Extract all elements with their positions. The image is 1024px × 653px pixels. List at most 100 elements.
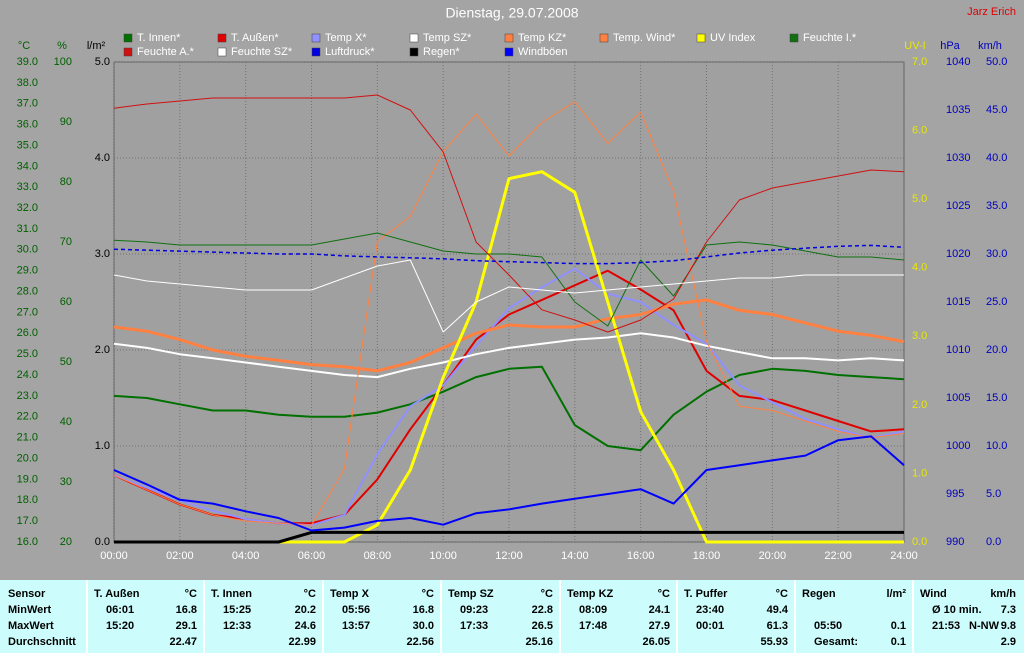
legend-label: UV Index — [710, 32, 756, 44]
cell-text: 15:20 — [106, 620, 135, 632]
series-line — [113, 298, 905, 373]
y-tick-label: 40.0 — [986, 152, 1007, 164]
y-tick-label: 15.0 — [986, 392, 1007, 404]
cell-value: 30.0 — [412, 620, 434, 632]
axis-unit: km/h — [978, 40, 1002, 52]
legend-swatch — [217, 33, 227, 43]
y-tick-label: 34.0 — [17, 160, 38, 172]
cell-text: 17:33 — [460, 620, 489, 632]
column-unit: °C — [421, 588, 434, 600]
column-unit: °C — [540, 588, 553, 600]
cell-text: Ø 10 min. — [932, 604, 982, 616]
x-tick-label: 20:00 — [759, 550, 787, 562]
cell-value: 22.47 — [169, 636, 197, 648]
legend-label: Feuchte A.* — [137, 46, 195, 58]
column-separator — [912, 580, 914, 653]
cell-text: 09:23 — [460, 604, 489, 616]
y-tick-label: 30.0 — [986, 248, 1007, 260]
legend-swatch — [789, 33, 799, 43]
column-header: Temp SZ — [448, 588, 494, 600]
author: Jarz Erich — [967, 6, 1016, 18]
series-line — [113, 267, 905, 527]
legend-label: T. Innen* — [137, 32, 181, 44]
x-tick-label: 24:00 — [890, 550, 918, 562]
y-tick-label: 23.0 — [17, 390, 38, 402]
y-tick-label: 4.0 — [95, 152, 110, 164]
column-header: Temp KZ — [567, 588, 614, 600]
y-tick-label: 1000 — [946, 440, 970, 452]
cell-value: 26.05 — [642, 636, 670, 648]
column-header: Regen — [802, 588, 836, 600]
y-tick-label: 25.0 — [986, 296, 1007, 308]
y-tick-label: 1020 — [946, 248, 970, 260]
y-tick-label: 5.0 — [986, 488, 1001, 500]
y-tick-label: 22.0 — [17, 411, 38, 423]
y-tick-label: 30 — [60, 476, 72, 488]
legend-swatch — [217, 47, 227, 57]
cell-value: 24.6 — [294, 620, 316, 632]
series-line — [113, 232, 905, 327]
column-unit: km/h — [990, 588, 1016, 600]
legend-swatch — [311, 33, 321, 43]
axis-unit: l/m² — [87, 40, 106, 52]
legend-swatch — [504, 47, 514, 57]
legend-label: Temp KZ* — [518, 32, 567, 44]
y-tick-label: 0.0 — [986, 536, 1001, 548]
cell-text: 05:56 — [342, 604, 371, 616]
legend-swatch — [123, 33, 133, 43]
chart-title: Dienstag, 29.07.2008 — [445, 5, 578, 21]
y-tick-label: 4.0 — [912, 262, 927, 274]
y-tick-label: 1015 — [946, 296, 970, 308]
cell-text: 23:40 — [696, 604, 725, 616]
y-tick-label: 26.0 — [17, 327, 38, 339]
y-tick-label: 29.0 — [17, 265, 38, 277]
y-tick-label: 1035 — [946, 104, 970, 116]
y-tick-label: 21.0 — [17, 432, 38, 444]
y-tick-label: 24.0 — [17, 369, 38, 381]
column-header: T. Innen — [211, 588, 252, 600]
y-tick-label: 20.0 — [986, 344, 1007, 356]
cell-value: 61.3 — [766, 620, 788, 632]
y-tick-label: 18.0 — [17, 494, 38, 506]
y-tick-label: 0.0 — [912, 536, 927, 548]
legend-swatch — [409, 47, 419, 57]
axis-unit: hPa — [940, 40, 960, 52]
x-tick-label: 10:00 — [429, 550, 457, 562]
cell-value: 16.8 — [412, 604, 434, 616]
y-tick-label: 7.0 — [912, 56, 927, 68]
stats-table: Sensor MinWert MaxWert Durchschnitt T. Außen… — [0, 580, 1024, 653]
y-tick-label: 45.0 — [986, 104, 1007, 116]
y-tick-label: 6.0 — [912, 124, 927, 136]
y-tick-label: 70 — [60, 236, 72, 248]
legend-swatch — [409, 33, 419, 43]
y-tick-label: 1005 — [946, 392, 970, 404]
column-separator — [794, 580, 796, 653]
column-header: Wind — [920, 588, 947, 600]
cell-value: 24.1 — [648, 604, 670, 616]
column-separator — [559, 580, 561, 653]
cell-text: 00:01 — [696, 620, 725, 632]
y-tick-label: 39.0 — [17, 56, 38, 68]
x-tick-label: 02:00 — [166, 550, 194, 562]
row-label: Sensor — [8, 588, 46, 600]
y-tick-label: 35.0 — [986, 200, 1007, 212]
column-header: T. Außen — [94, 588, 140, 600]
legend-label: T. Außen* — [231, 32, 279, 44]
y-tick-label: 31.0 — [17, 223, 38, 235]
column-separator — [203, 580, 205, 653]
legend-label: Temp X* — [325, 32, 367, 44]
legend-swatch — [504, 33, 514, 43]
cell-text: 12:33 — [223, 620, 252, 632]
y-tick-label: 60 — [60, 296, 72, 308]
legend-swatch — [123, 47, 133, 57]
y-tick-label: 990 — [946, 536, 964, 548]
y-tick-label: 37.0 — [17, 98, 38, 110]
column-header: T. Puffer — [684, 588, 728, 600]
column-unit: l/m² — [886, 588, 906, 600]
column-separator — [86, 580, 88, 653]
y-tick-label: 35.0 — [17, 139, 38, 151]
x-tick-label: 12:00 — [495, 550, 523, 562]
y-tick-label: 10.0 — [986, 440, 1007, 452]
y-tick-label: 2.0 — [912, 399, 927, 411]
